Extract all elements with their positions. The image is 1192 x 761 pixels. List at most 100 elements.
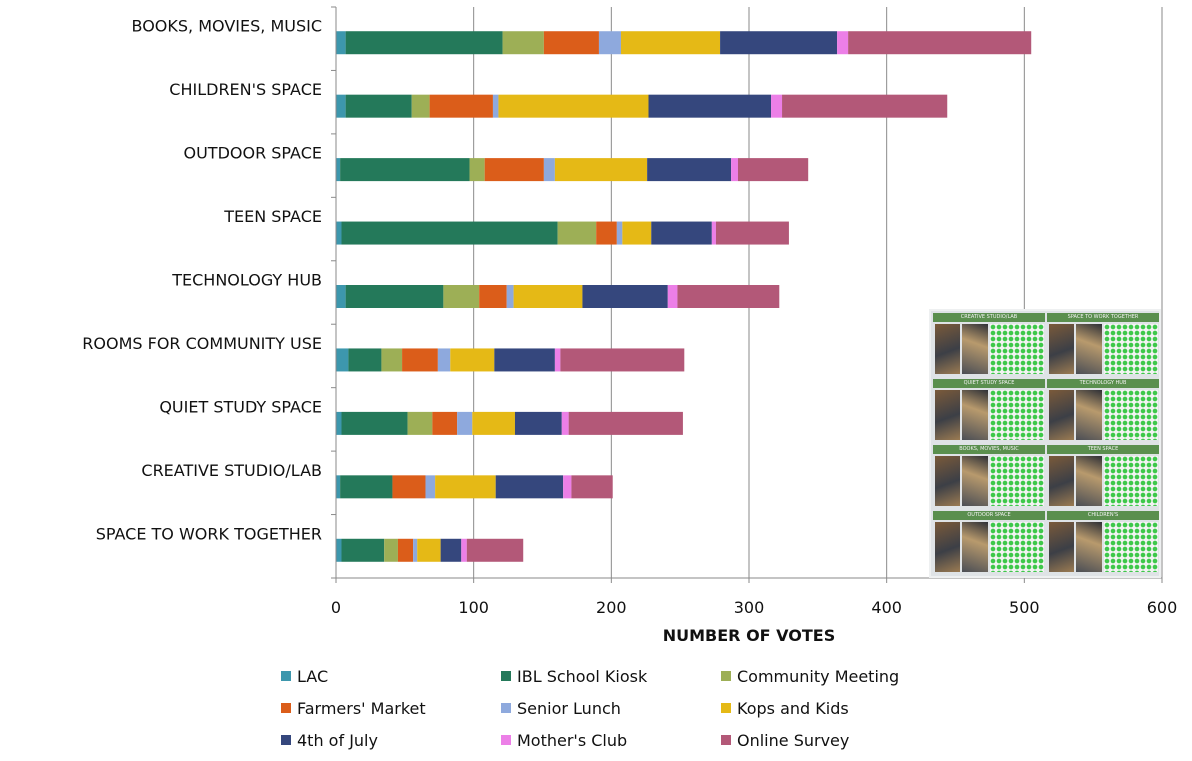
category-label: CREATIVE STUDIO/LAB [141, 461, 322, 480]
x-tick-labels: 0 100 200 300 400 500 600 [331, 598, 1177, 617]
bars [336, 31, 1032, 562]
bar-segment [341, 221, 558, 245]
legend-swatch [281, 671, 291, 681]
bar-segment [568, 411, 683, 435]
vote-stickers [990, 456, 1044, 506]
bar-segment [543, 31, 599, 55]
bar-segment [782, 94, 948, 118]
bar-segment [651, 221, 712, 245]
bar-segment [479, 285, 507, 308]
vote-stickers [1104, 522, 1158, 572]
x-tick-label: 600 [1147, 598, 1178, 617]
legend-swatch [501, 735, 511, 745]
legend-item: LAC [281, 667, 328, 686]
bar-segment [484, 158, 544, 182]
legend-label: Kops and Kids [737, 699, 849, 718]
board-panel-title: BOOKS, MOVIES, MUSIC [933, 445, 1045, 454]
bar-segment [771, 94, 783, 118]
bar-segment [407, 411, 433, 435]
bar-segment [837, 31, 849, 55]
category-label: OUTDOOR SPACE [183, 144, 322, 163]
bar-segment [561, 411, 569, 435]
legend-swatch [721, 671, 731, 681]
bar-segment [336, 538, 342, 562]
board-panel-title: QUIET STUDY SPACE [933, 379, 1045, 388]
bar-segment [472, 411, 515, 435]
bar-segment [402, 348, 438, 372]
category-label: TECHNOLOGY HUB [171, 271, 322, 290]
legend-label: Online Survey [737, 731, 849, 750]
x-axis-title: NUMBER OF VOTES [663, 626, 836, 645]
board-panel-photo [962, 324, 988, 374]
bar-segment [498, 94, 649, 118]
bar-segment [648, 94, 772, 118]
bar-segment [336, 285, 346, 308]
board-panel: SPACE TO WORK TOGETHER [1047, 313, 1159, 376]
bar-segment [450, 348, 495, 372]
bar-segment [429, 94, 493, 118]
board-panel-photo [962, 390, 988, 440]
bar-segment [345, 285, 444, 308]
legend-label: 4th of July [297, 731, 378, 750]
category-label: ROOMS FOR COMMUNITY USE [82, 334, 322, 353]
legend-label: LAC [297, 667, 328, 686]
bar-segment [413, 538, 418, 562]
bar-segment [336, 411, 342, 435]
vote-stickers [1104, 390, 1158, 440]
board-panel-title: OUTDOOR SPACE [933, 511, 1045, 520]
bar-segment [543, 158, 555, 182]
board-panel-photo [1049, 324, 1074, 374]
category-label: BOOKS, MOVIES, MUSIC [132, 17, 322, 36]
bar-segment [336, 348, 349, 372]
bar-segment [392, 475, 426, 499]
bar-segment [432, 411, 458, 435]
bar-segment [435, 475, 496, 499]
bar-segment [620, 31, 721, 55]
board-panel-photo [935, 456, 960, 506]
board-panel: TECHNOLOGY HUB [1047, 379, 1159, 442]
bar-segment [466, 538, 524, 562]
legend-label: Community Meeting [737, 667, 899, 686]
bar-segment [513, 285, 583, 308]
board-panel-title: TECHNOLOGY HUB [1047, 379, 1159, 388]
board-panel-photo [935, 390, 960, 440]
bar-segment [345, 94, 412, 118]
x-tick-label: 400 [871, 598, 902, 617]
bar-segment [469, 158, 485, 182]
vote-stickers [990, 522, 1044, 572]
bar-segment [495, 475, 564, 499]
bar-segment [336, 158, 341, 182]
category-label: QUIET STUDY SPACE [159, 397, 322, 416]
legend-swatch [281, 735, 291, 745]
board-panel-photo [1076, 324, 1102, 374]
bar-segment [417, 538, 441, 562]
vote-stickers [1104, 456, 1158, 506]
bar-segment [506, 285, 514, 308]
bar-segment [720, 31, 838, 55]
bar-segment [411, 94, 430, 118]
bar-segment [514, 411, 562, 435]
legend-label: Mother's Club [517, 731, 627, 750]
legend-item: Kops and Kids [721, 699, 849, 718]
board-panel-photo [1076, 390, 1102, 440]
board-panel-photo [935, 324, 960, 374]
bar-segment [443, 285, 480, 308]
bar-segment [336, 475, 341, 499]
bar-segment [348, 348, 382, 372]
vote-stickers [990, 324, 1044, 374]
board-panel-photo [1049, 456, 1074, 506]
bar-segment [598, 31, 621, 55]
bar-segment [397, 538, 414, 562]
legend-label: IBL School Kiosk [517, 667, 648, 686]
legend-item: Community Meeting [721, 667, 899, 686]
legend-item: Online Survey [721, 731, 849, 750]
board-panel-photo [1076, 522, 1102, 572]
bar-segment [341, 411, 408, 435]
bar-segment [336, 31, 346, 55]
x-tick-label: 0 [331, 598, 341, 617]
vote-stickers [990, 390, 1044, 440]
legend-swatch [501, 703, 511, 713]
category-label: SPACE TO WORK TOGETHER [96, 524, 322, 543]
bar-segment [461, 538, 467, 562]
bar-segment [715, 221, 789, 245]
